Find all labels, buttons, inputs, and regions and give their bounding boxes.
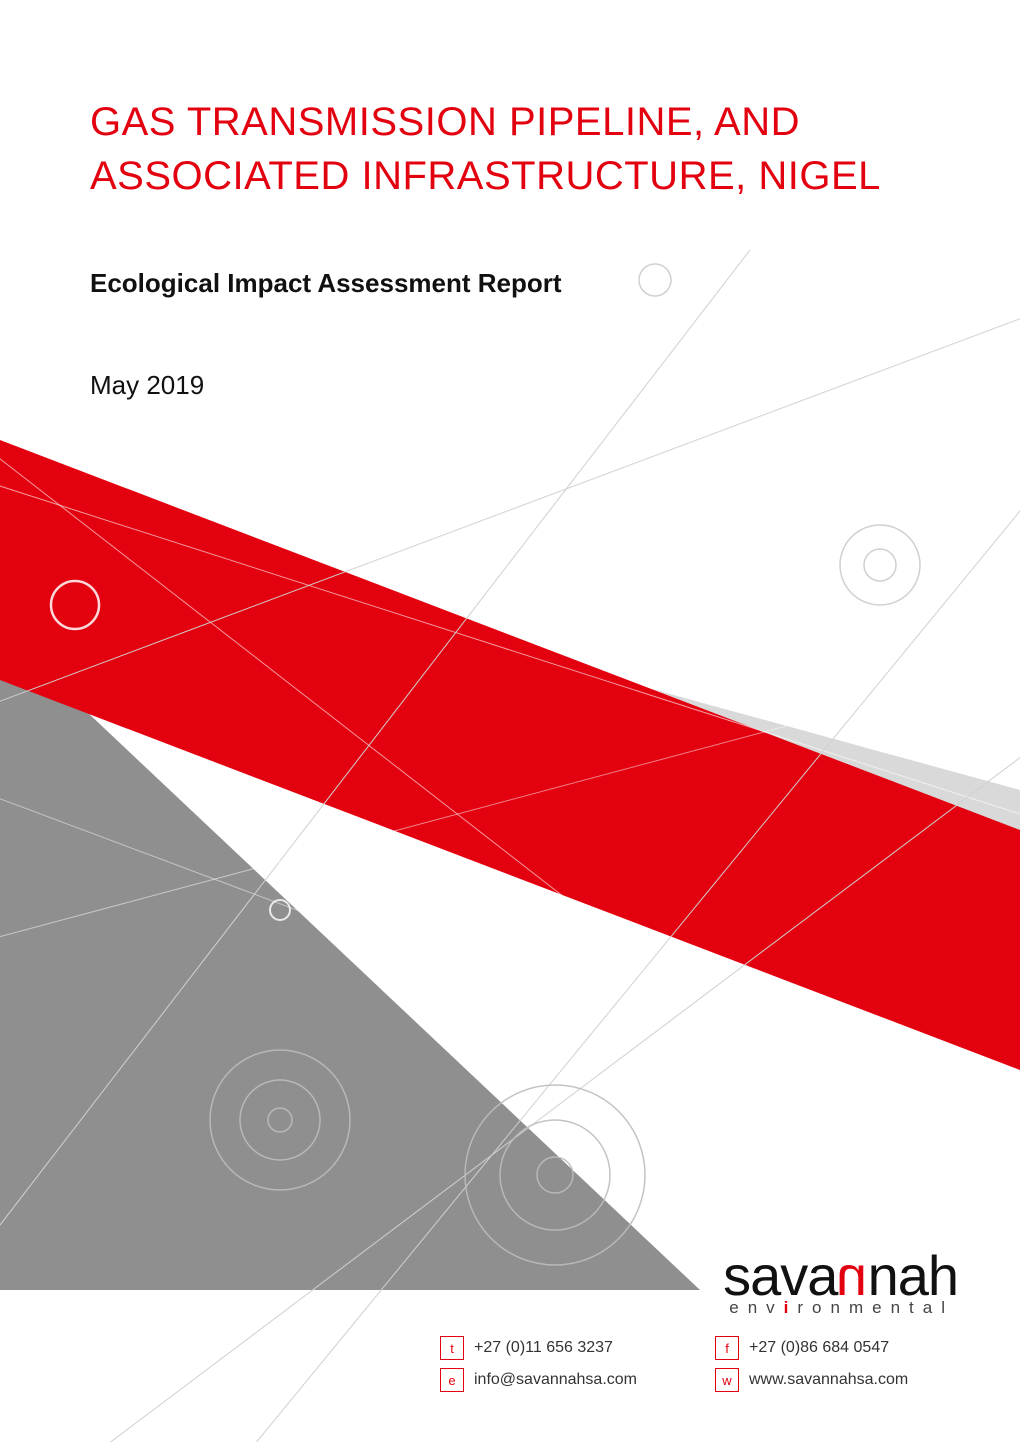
email-value: info@savannahsa.com	[474, 1371, 637, 1389]
title-line-2: ASSOCIATED INFRASTRUCTURE, NIGEL	[90, 154, 881, 198]
contact-phone: t +27 (0)11 656 3237	[440, 1336, 685, 1360]
email-icon: e	[440, 1368, 464, 1392]
web-icon: w	[715, 1368, 739, 1392]
title-line-1: GAS TRANSMISSION PIPELINE, AND	[90, 100, 800, 144]
document-title: GAS TRANSMISSION PIPELINE, AND ASSOCIATE…	[90, 95, 881, 203]
contact-grid: t +27 (0)11 656 3237 f +27 (0)86 684 054…	[440, 1336, 960, 1392]
contact-web: w www.savannahsa.com	[715, 1368, 960, 1392]
cover-page: GAS TRANSMISSION PIPELINE, AND ASSOCIATE…	[0, 0, 1020, 1442]
web-value: www.savannahsa.com	[749, 1371, 908, 1389]
phone-value: +27 (0)11 656 3237	[474, 1339, 613, 1357]
contact-email: e info@savannahsa.com	[440, 1368, 685, 1392]
footer: savannah environmental t +27 (0)11 656 3…	[440, 1248, 960, 1392]
document-date: May 2019	[90, 370, 204, 401]
cover-artwork	[0, 0, 1020, 1442]
company-logo: savannah environmental	[440, 1248, 960, 1318]
fax-value: +27 (0)86 684 0547	[749, 1339, 889, 1357]
logo-wordmark: savannah	[440, 1248, 958, 1304]
phone-icon: t	[440, 1336, 464, 1360]
fax-icon: f	[715, 1336, 739, 1360]
logo-tagline: environmental	[440, 1298, 958, 1318]
document-subtitle: Ecological Impact Assessment Report	[90, 268, 562, 299]
contact-fax: f +27 (0)86 684 0547	[715, 1336, 960, 1360]
